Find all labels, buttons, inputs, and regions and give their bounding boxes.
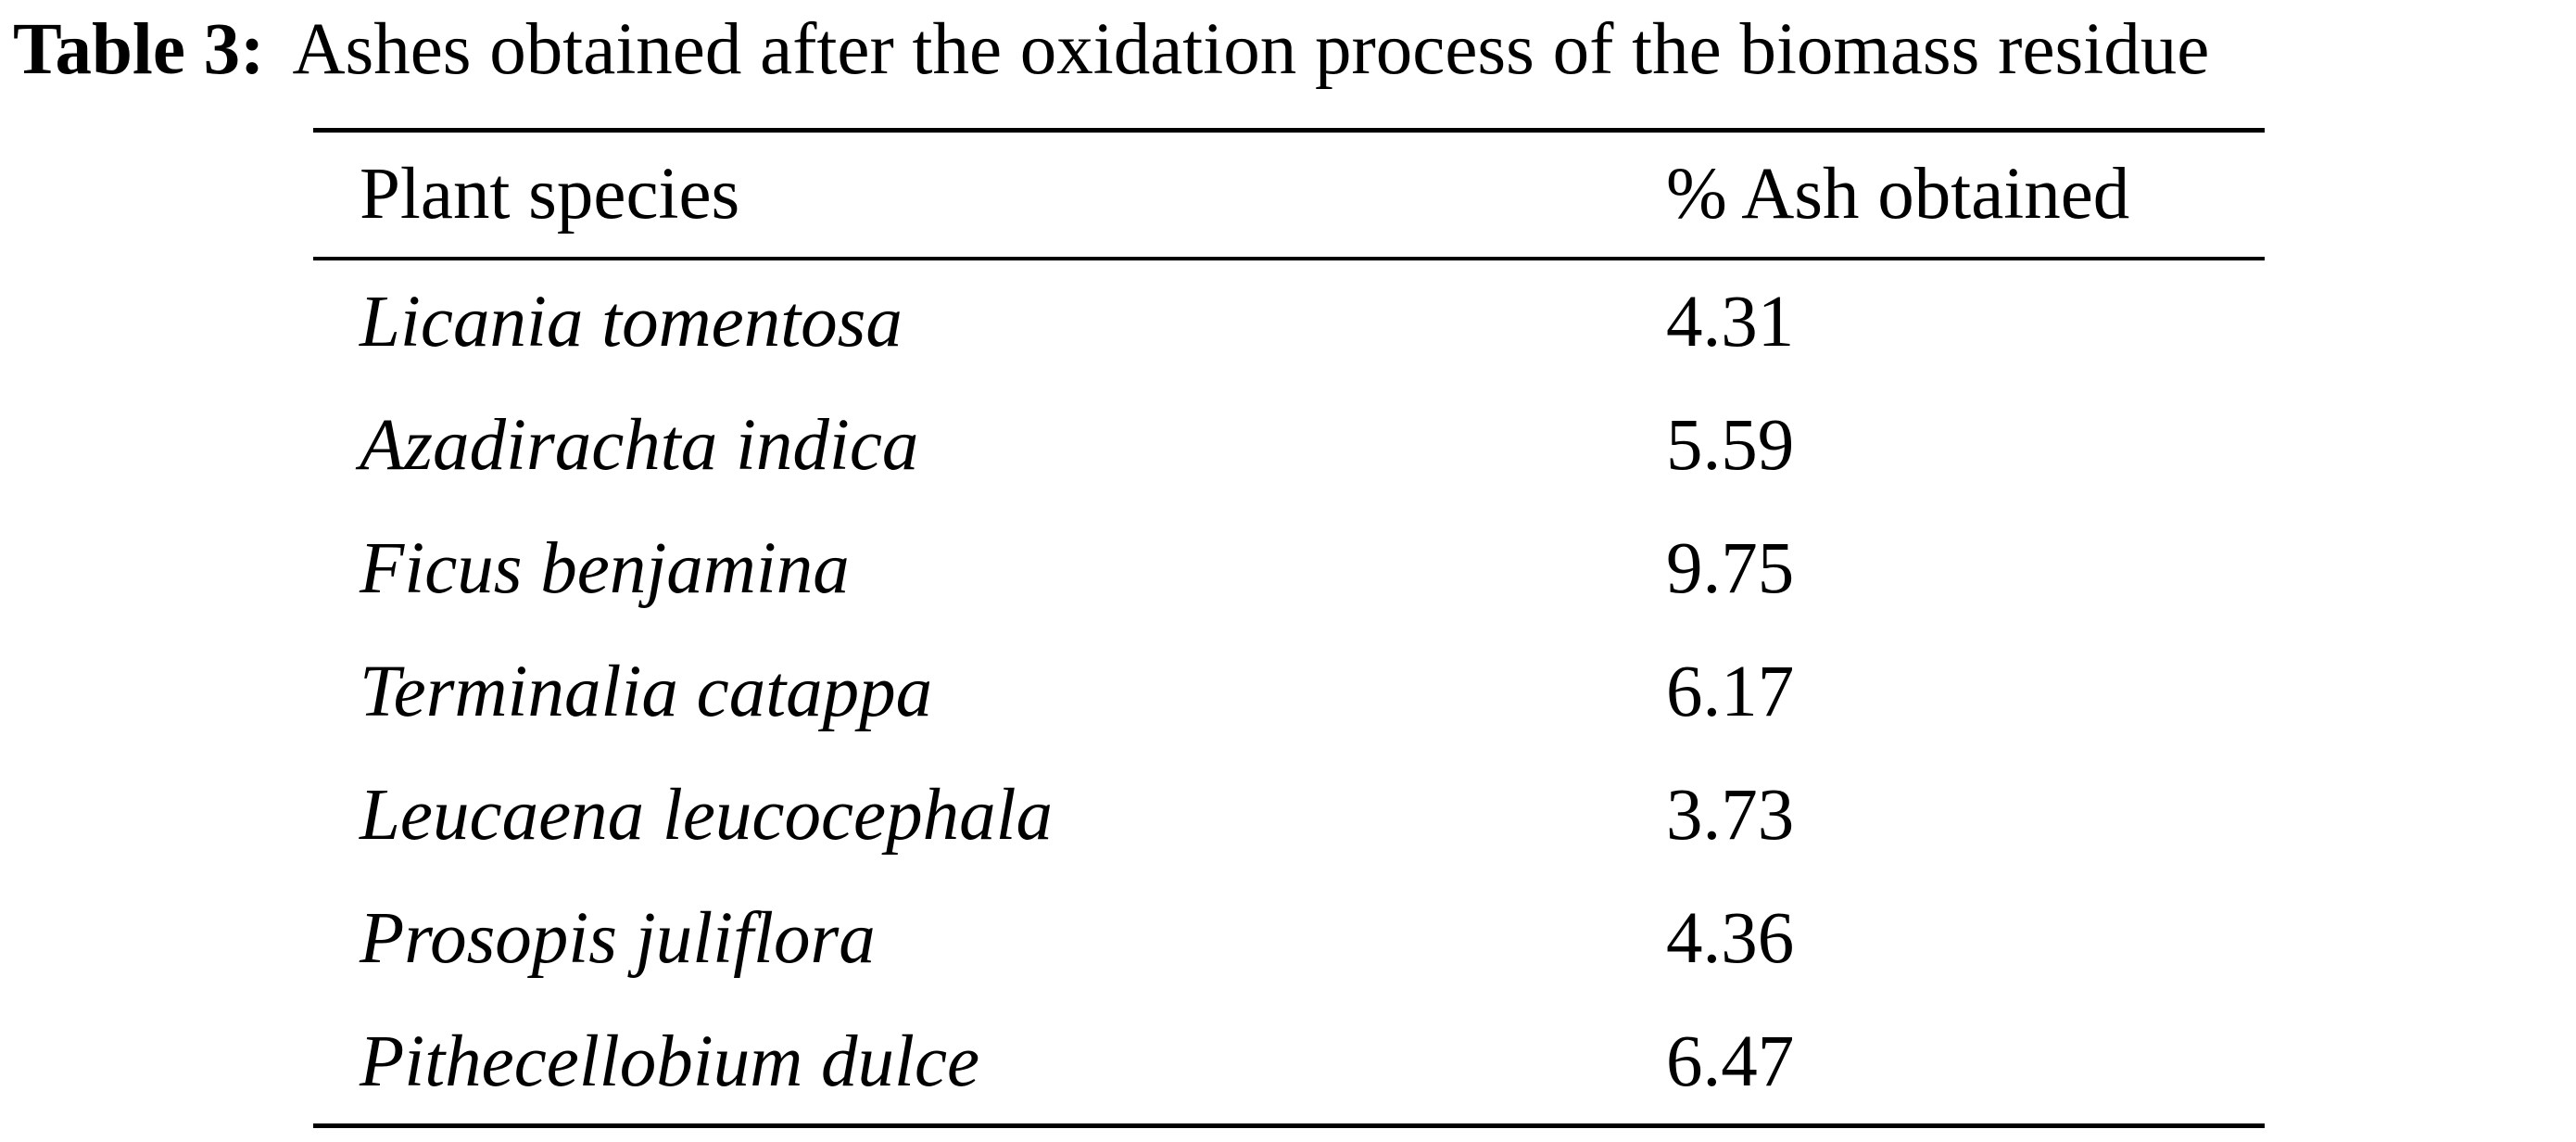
table-header: Plant species % Ash obtained bbox=[313, 131, 2265, 259]
ash-cell: 4.31 bbox=[1666, 281, 1795, 362]
species-cell: Licania tomentosa bbox=[360, 281, 903, 362]
table-body: Licania tomentosa 4.31 Azadirachta indic… bbox=[313, 259, 2265, 1126]
species-cell: Azadirachta indica bbox=[360, 404, 919, 486]
column-header-ash: % Ash obtained bbox=[1666, 154, 2130, 235]
column-header-species: Plant species bbox=[360, 154, 740, 235]
ash-cell: 5.59 bbox=[1666, 404, 1795, 486]
table-caption: Table 3: Ashes obtained after the oxidati… bbox=[13, 6, 2570, 95]
ash-table: Plant species % Ash obtained Licania tom… bbox=[313, 128, 2265, 1128]
table-container: Plant species % Ash obtained Licania tom… bbox=[313, 128, 2265, 1128]
table-row: Pithecellobium dulce 6.47 bbox=[313, 1000, 2265, 1126]
species-cell: Ficus benjamina bbox=[360, 527, 850, 609]
caption-text: Ashes obtained after the oxidation proce… bbox=[292, 9, 2210, 90]
table-label: Table 3: bbox=[13, 9, 265, 90]
ash-cell: 4.36 bbox=[1666, 897, 1795, 979]
ash-cell: 3.73 bbox=[1666, 774, 1795, 856]
table-row: Terminalia catappa 6.17 bbox=[313, 630, 2265, 754]
table-row: Leucaena leucocephala 3.73 bbox=[313, 754, 2265, 877]
table-row: Ficus benjamina 9.75 bbox=[313, 507, 2265, 630]
ash-cell: 9.75 bbox=[1666, 527, 1795, 609]
table-row: Licania tomentosa 4.31 bbox=[313, 259, 2265, 384]
header-row: Plant species % Ash obtained bbox=[313, 131, 2265, 259]
species-cell: Terminalia catappa bbox=[360, 651, 933, 732]
table-row: Prosopis juliflora 4.36 bbox=[313, 877, 2265, 1000]
table-row: Azadirachta indica 5.59 bbox=[313, 384, 2265, 507]
species-cell: Prosopis juliflora bbox=[360, 897, 876, 979]
species-cell: Leucaena leucocephala bbox=[360, 774, 1054, 856]
ash-cell: 6.17 bbox=[1666, 651, 1795, 732]
ash-cell: 6.47 bbox=[1666, 1021, 1795, 1102]
species-cell: Pithecellobium dulce bbox=[360, 1021, 980, 1102]
